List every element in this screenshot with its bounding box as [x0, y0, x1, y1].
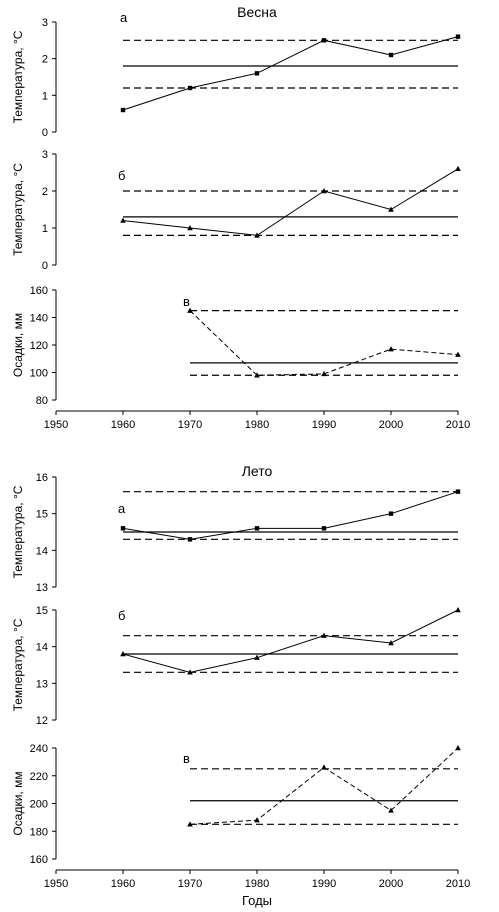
y-axis-title: Осадки, мм [11, 313, 25, 377]
data-point [321, 764, 327, 770]
y-tick-label: 0 [42, 260, 48, 272]
y-tick-label: 1 [42, 90, 48, 102]
x-tick-label: 1980 [245, 419, 269, 431]
panel-label: а [120, 10, 128, 25]
data-point [254, 817, 260, 823]
data-point [187, 307, 193, 313]
season-title: Весна [237, 4, 277, 20]
data-point [187, 821, 193, 827]
y-tick-label: 16 [36, 472, 48, 484]
y-axis-title: Температура, °С [11, 485, 25, 578]
data-point [187, 669, 193, 675]
data-point [120, 526, 126, 531]
data-point [455, 351, 461, 357]
data-point [455, 489, 461, 494]
panel-label: б [118, 608, 125, 623]
x-axis-title: Годы [242, 893, 272, 908]
series-line [189, 747, 459, 825]
series-line [189, 310, 459, 376]
data-point [254, 654, 260, 660]
x-tick-label: 1970 [178, 419, 202, 431]
y-tick-label: 180 [30, 826, 48, 838]
data-point [120, 651, 126, 657]
data-point [388, 511, 394, 516]
x-tick-label: 1960 [111, 419, 135, 431]
y-tick-label: 3 [42, 149, 48, 161]
panel-label: в [183, 294, 190, 309]
y-tick-label: 120 [30, 340, 48, 352]
data-point [120, 107, 126, 113]
data-point [254, 526, 260, 531]
data-point [388, 346, 394, 352]
y-tick-label: 240 [30, 743, 48, 755]
data-point [388, 807, 394, 813]
y-tick-label: 13 [36, 582, 48, 594]
data-point [455, 745, 461, 751]
x-tick-label: 1970 [178, 878, 202, 890]
series-line [122, 609, 459, 673]
data-point [254, 232, 260, 238]
y-tick-label: 140 [30, 313, 48, 325]
y-axis-title: Температура, °С [11, 30, 25, 123]
y-tick-label: 15 [36, 605, 48, 617]
data-point [321, 38, 327, 43]
data-point [254, 372, 260, 378]
series-line [122, 168, 459, 236]
x-tick-label: 1950 [44, 419, 68, 431]
data-point [455, 607, 461, 613]
y-axis-title: Температура, °С [11, 618, 25, 711]
data-point [187, 225, 193, 231]
y-tick-label: 100 [30, 368, 48, 380]
y-tick-label: 200 [30, 799, 48, 811]
data-point [455, 34, 461, 39]
data-point [187, 85, 193, 91]
y-tick-label: 160 [30, 285, 48, 297]
y-tick-label: 3 [42, 17, 48, 29]
y-tick-label: 12 [36, 715, 48, 727]
y-axis-title: Осадки, мм [11, 771, 25, 835]
data-point [321, 526, 327, 531]
series-line [122, 36, 459, 111]
y-tick-label: 220 [30, 771, 48, 783]
x-tick-label: 1950 [44, 878, 68, 890]
data-point [187, 537, 193, 542]
data-point [254, 71, 260, 76]
y-tick-label: 1 [42, 223, 48, 235]
series-line [122, 491, 459, 540]
data-point [321, 370, 327, 377]
data-point [388, 206, 394, 212]
y-tick-label: 160 [30, 854, 48, 866]
data-point [321, 632, 327, 638]
y-tick-label: 15 [36, 509, 48, 521]
panel-label: б [118, 168, 125, 183]
data-point [455, 165, 461, 171]
y-tick-label: 13 [36, 678, 48, 690]
x-tick-label: 1980 [245, 878, 269, 890]
season-title: Лето [242, 463, 273, 479]
x-tick-label: 2000 [379, 878, 403, 890]
y-tick-label: 14 [36, 642, 48, 654]
y-axis-title: Температура, °С [11, 163, 25, 256]
panel-label: в [183, 751, 190, 766]
data-point [321, 188, 327, 194]
x-tick-label: 1960 [111, 878, 135, 890]
data-point [388, 640, 394, 646]
y-tick-label: 2 [42, 54, 48, 66]
y-tick-label: 0 [42, 127, 48, 139]
panel-label: а [118, 501, 126, 516]
data-point [120, 217, 126, 223]
y-tick-label: 2 [42, 186, 48, 198]
y-tick-label: 80 [36, 395, 48, 407]
y-tick-label: 14 [36, 545, 48, 557]
x-tick-label: 2010 [446, 419, 470, 431]
data-point [388, 52, 394, 58]
x-tick-label: 1990 [312, 419, 336, 431]
x-tick-label: 2000 [379, 419, 403, 431]
x-tick-label: 2010 [446, 878, 470, 890]
x-tick-label: 1990 [312, 878, 336, 890]
